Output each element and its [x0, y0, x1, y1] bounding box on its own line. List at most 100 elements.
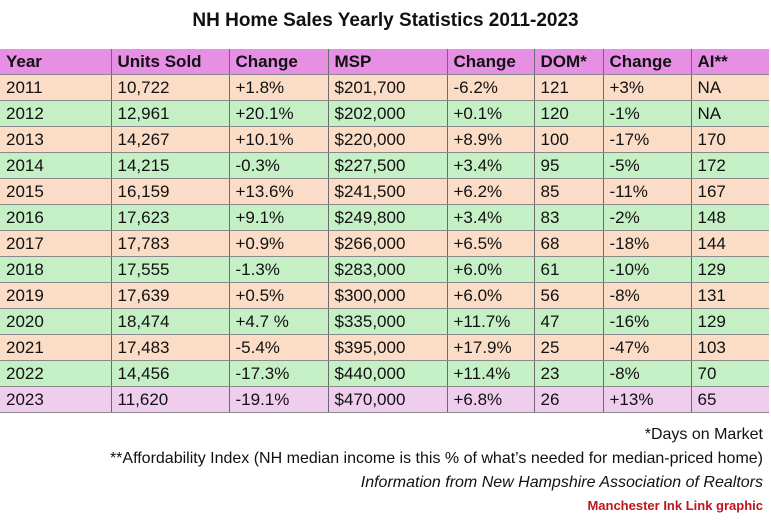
cell-units-sold: 18,474 [111, 308, 230, 335]
table-row: 2023 11,620 -19.1% $470,000 +6.8% 26 +13% 65 [0, 386, 769, 413]
cell-msp: $249,800 [328, 204, 448, 231]
cell-units-change: -17.3% [229, 360, 329, 387]
cell-ai: 172 [691, 152, 769, 179]
stats-table: Year Units Sold Change MSP Change DOM* C… [0, 49, 769, 413]
cell-dom: 85 [534, 178, 604, 205]
cell-dom-change: -17% [603, 126, 692, 153]
header-year: Year [0, 49, 112, 75]
cell-year: 2017 [0, 230, 112, 257]
cell-dom-change: +3% [603, 74, 692, 101]
cell-dom: 68 [534, 230, 604, 257]
table-row: 2019 17,639 +0.5% $300,000 +6.0% 56 -8% 131 [0, 282, 769, 309]
cell-msp-change: +11.7% [447, 308, 535, 335]
cell-msp-change: +6.2% [447, 178, 535, 205]
cell-msp: $470,000 [328, 386, 448, 413]
cell-msp-change: +3.4% [447, 204, 535, 231]
cell-msp-change: +6.0% [447, 282, 535, 309]
table-row: 2014 14,215 -0.3% $227,500 +3.4% 95 -5% 172 [0, 152, 769, 179]
header-ai: AI** [691, 49, 769, 75]
cell-msp-change: +3.4% [447, 152, 535, 179]
cell-ai: 129 [691, 256, 769, 283]
header-msp-change: Change [447, 49, 535, 75]
cell-units-change: +1.8% [229, 74, 329, 101]
cell-msp: $266,000 [328, 230, 448, 257]
cell-ai: NA [691, 74, 769, 101]
cell-units-sold: 17,639 [111, 282, 230, 309]
cell-year: 2022 [0, 360, 112, 387]
cell-year: 2016 [0, 204, 112, 231]
cell-dom: 61 [534, 256, 604, 283]
cell-year: 2023 [0, 386, 112, 413]
cell-year: 2019 [0, 282, 112, 309]
cell-msp-change: +6.5% [447, 230, 535, 257]
cell-year: 2011 [0, 74, 112, 101]
cell-msp-change: +17.9% [447, 334, 535, 361]
cell-dom: 95 [534, 152, 604, 179]
header-units-sold: Units Sold [111, 49, 230, 75]
header-dom-change: Change [603, 49, 692, 75]
table-row: 2012 12,961 +20.1% $202,000 +0.1% 120 -1% NA [0, 100, 769, 127]
cell-msp: $440,000 [328, 360, 448, 387]
cell-dom: 26 [534, 386, 604, 413]
cell-units-sold: 17,783 [111, 230, 230, 257]
cell-units-sold: 16,159 [111, 178, 230, 205]
cell-msp-change: +6.0% [447, 256, 535, 283]
cell-units-change: -1.3% [229, 256, 329, 283]
table-header-row: Year Units Sold Change MSP Change DOM* C… [0, 49, 769, 75]
cell-units-change: -19.1% [229, 386, 329, 413]
cell-dom: 25 [534, 334, 604, 361]
table-row: 2022 14,456 -17.3% $440,000 +11.4% 23 -8% 70 [0, 360, 769, 387]
cell-msp: $202,000 [328, 100, 448, 127]
cell-ai: 170 [691, 126, 769, 153]
cell-dom: 100 [534, 126, 604, 153]
cell-dom-change: -8% [603, 360, 692, 387]
cell-ai: 65 [691, 386, 769, 413]
cell-year: 2013 [0, 126, 112, 153]
cell-msp-change: +8.9% [447, 126, 535, 153]
table-row: 2017 17,783 +0.9% $266,000 +6.5% 68 -18% 144 [0, 230, 769, 257]
cell-units-sold: 17,623 [111, 204, 230, 231]
cell-dom-change: -5% [603, 152, 692, 179]
cell-dom: 23 [534, 360, 604, 387]
cell-units-change: +0.5% [229, 282, 329, 309]
cell-units-change: +9.1% [229, 204, 329, 231]
cell-dom: 120 [534, 100, 604, 127]
cell-units-sold: 14,456 [111, 360, 230, 387]
cell-units-change: +4.7 % [229, 308, 329, 335]
cell-units-sold: 11,620 [111, 386, 230, 413]
table-row: 2021 17,483 -5.4% $395,000 +17.9% 25 -47% 103 [0, 334, 769, 361]
cell-year: 2021 [0, 334, 112, 361]
cell-ai: 167 [691, 178, 769, 205]
cell-msp: $241,500 [328, 178, 448, 205]
cell-units-sold: 14,215 [111, 152, 230, 179]
cell-dom-change: -16% [603, 308, 692, 335]
cell-units-sold: 17,555 [111, 256, 230, 283]
cell-units-change: +13.6% [229, 178, 329, 205]
cell-year: 2020 [0, 308, 112, 335]
cell-dom-change: -1% [603, 100, 692, 127]
cell-dom: 47 [534, 308, 604, 335]
cell-dom-change: -10% [603, 256, 692, 283]
cell-units-change: +10.1% [229, 126, 329, 153]
cell-msp: $335,000 [328, 308, 448, 335]
cell-dom: 121 [534, 74, 604, 101]
cell-units-change: -0.3% [229, 152, 329, 179]
table-row: 2011 10,722 +1.8% $201,700 -6.2% 121 +3% NA [0, 74, 769, 101]
cell-dom-change: +13% [603, 386, 692, 413]
cell-msp-change: -6.2% [447, 74, 535, 101]
cell-units-change: +20.1% [229, 100, 329, 127]
cell-msp: $300,000 [328, 282, 448, 309]
cell-dom-change: -18% [603, 230, 692, 257]
cell-dom-change: -47% [603, 334, 692, 361]
cell-units-sold: 10,722 [111, 74, 230, 101]
ai-footnote: **Affordability Index (NH median income … [109, 450, 763, 467]
page-title: NH Home Sales Yearly Statistics 2011-202… [192, 10, 579, 31]
cell-year: 2015 [0, 178, 112, 205]
credit-note: Manchester Ink Link graphic [587, 498, 763, 513]
cell-msp: $283,000 [328, 256, 448, 283]
cell-ai: 131 [691, 282, 769, 309]
cell-msp-change: +6.8% [447, 386, 535, 413]
cell-dom-change: -8% [603, 282, 692, 309]
cell-ai: 70 [691, 360, 769, 387]
cell-msp-change: +11.4% [447, 360, 535, 387]
